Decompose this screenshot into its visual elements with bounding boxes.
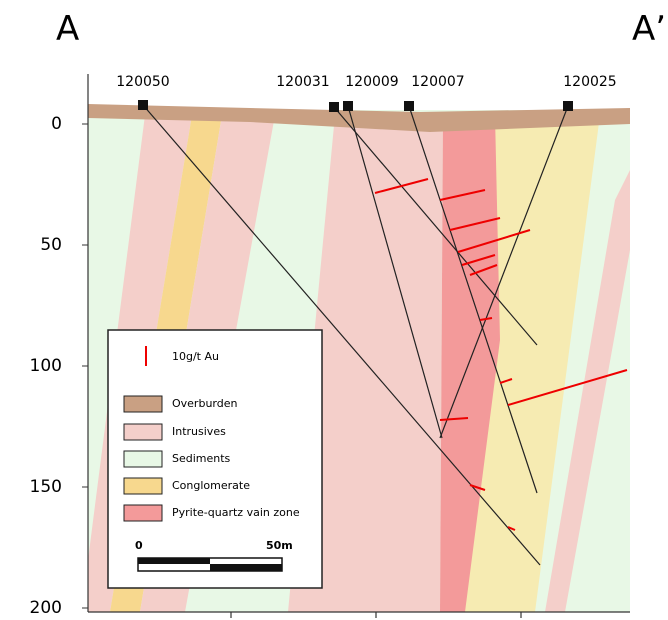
depth-tick-label: 0: [51, 114, 62, 134]
legend-swatch: [124, 451, 162, 467]
hole-label: 120031: [276, 74, 329, 90]
hole-label: 120007: [411, 74, 464, 90]
depth-tick-label: 200: [30, 598, 62, 618]
collar: [343, 101, 353, 111]
legend-label: Conglomerate: [172, 479, 250, 492]
legend-label: Intrusives: [172, 425, 226, 438]
depth-tick-label: 50: [40, 235, 62, 255]
section-label: A’: [632, 9, 666, 49]
legend-swatch: [124, 505, 162, 521]
legend-label: Pyrite-quartz vain zone: [172, 506, 300, 519]
collar: [138, 100, 148, 110]
section-label: A: [56, 9, 79, 49]
legend-swatch: [124, 424, 162, 440]
legend-label: Overburden: [172, 397, 237, 410]
depth-tick-label: 150: [30, 477, 62, 497]
scale-bar: [210, 564, 282, 571]
hole-label: 120050: [116, 74, 169, 90]
depth-tick-label: 100: [30, 356, 62, 376]
legend-label: 10g/t Au: [172, 350, 219, 363]
legend-swatch: [124, 396, 162, 412]
collar: [329, 102, 339, 112]
hole-label: 120009: [345, 74, 398, 90]
legend-swatch: [124, 478, 162, 494]
cross-section: A A’ 10g/t Au 0 50m 0 50 100 150 200 120050 12…: [0, 0, 668, 620]
scale-bar: [138, 558, 210, 564]
collar: [404, 101, 414, 111]
legend-label: Sediments: [172, 452, 231, 465]
scale-label: 50m: [266, 539, 293, 552]
collar: [563, 101, 573, 111]
scale-label: 0: [135, 539, 143, 552]
hole-label: 120025: [563, 74, 616, 90]
